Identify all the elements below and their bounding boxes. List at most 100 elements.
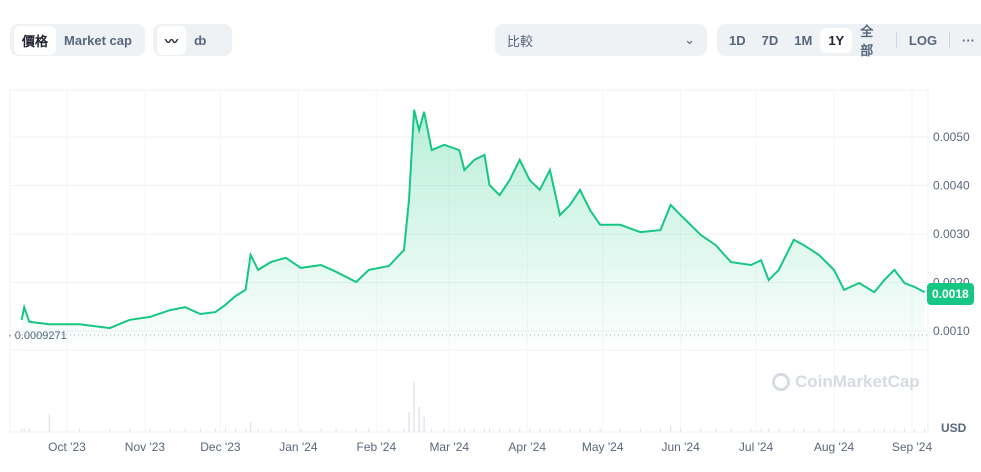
volume-bar bbox=[458, 428, 460, 432]
volume-bar bbox=[21, 428, 23, 432]
chevron-down-icon: ⌄ bbox=[684, 32, 695, 47]
volume-bar bbox=[28, 428, 30, 432]
volume-bar bbox=[715, 428, 717, 432]
y-tick-label: 0.0050 bbox=[933, 130, 970, 144]
x-tick-label: May '24 bbox=[582, 440, 624, 454]
range-1m[interactable]: 1M bbox=[794, 32, 813, 48]
volume-bar bbox=[730, 428, 732, 432]
volume-bar bbox=[843, 428, 845, 432]
volume-bar bbox=[335, 428, 337, 432]
log-button[interactable]: LOG bbox=[908, 32, 938, 48]
volume-bar bbox=[873, 428, 875, 432]
volume-bar bbox=[599, 428, 601, 432]
volume-bar bbox=[669, 426, 672, 432]
price-line bbox=[20, 109, 926, 330]
volume-bar bbox=[368, 428, 370, 432]
x-tick-label: Jul '24 bbox=[739, 440, 774, 454]
volume-bar bbox=[483, 428, 485, 432]
volume-bar bbox=[803, 428, 805, 432]
volume-bar bbox=[418, 407, 420, 432]
volume-bar bbox=[760, 428, 762, 432]
x-tick-label: Dec '23 bbox=[200, 440, 241, 454]
volume-bar bbox=[408, 412, 410, 432]
volume-bar bbox=[320, 428, 322, 432]
x-tick-label: Oct '23 bbox=[48, 440, 86, 454]
chart-style-toggle: 〰 ȸ bbox=[153, 24, 232, 56]
volume-bar bbox=[214, 428, 216, 432]
volume-bar bbox=[579, 428, 581, 432]
volume-bar bbox=[549, 428, 551, 432]
plot-frame bbox=[9, 89, 929, 433]
volume-bar bbox=[893, 428, 895, 432]
volume-bar bbox=[443, 428, 445, 432]
volume-bar bbox=[300, 428, 302, 432]
volume-bar bbox=[257, 428, 259, 432]
volume-bar bbox=[793, 428, 795, 432]
x-tick-label: Aug '24 bbox=[814, 440, 855, 454]
watermark: CoinMarketCap bbox=[772, 372, 920, 392]
volume-bar bbox=[499, 428, 501, 432]
volume-bar bbox=[680, 428, 682, 432]
x-tick-label: Mar '24 bbox=[429, 440, 469, 454]
volume-bar bbox=[700, 428, 702, 432]
current-price-badge: 0.0018 bbox=[927, 283, 974, 305]
range-7d[interactable]: 7D bbox=[761, 32, 779, 48]
volume-bar bbox=[818, 428, 820, 432]
volume-bar bbox=[924, 428, 926, 432]
min-price-label: · 0.0009271 bbox=[8, 330, 67, 342]
volume-bar bbox=[559, 428, 561, 432]
volume-bar bbox=[463, 428, 465, 432]
divider bbox=[949, 32, 951, 48]
volume-bar bbox=[833, 428, 835, 432]
compare-dropdown[interactable]: 比較 ⌄ bbox=[495, 24, 707, 56]
tab-market-cap[interactable]: Market cap bbox=[64, 32, 132, 48]
volume-bar bbox=[750, 428, 752, 432]
volume-bar bbox=[109, 428, 111, 432]
volume-bar bbox=[768, 428, 770, 432]
volume-bar bbox=[569, 428, 571, 432]
volume-bar bbox=[355, 428, 357, 432]
x-tick-label: Sep '24 bbox=[892, 440, 933, 454]
x-tick-label: Apr '24 bbox=[508, 440, 546, 454]
range-1y[interactable]: 1Y bbox=[820, 27, 853, 53]
currency-label: USD bbox=[941, 421, 967, 435]
volume-bar bbox=[778, 428, 780, 432]
volume-bar bbox=[431, 428, 433, 432]
range-1d[interactable]: 1D bbox=[729, 32, 746, 48]
volume-bar bbox=[519, 428, 521, 432]
volume-bar bbox=[529, 428, 531, 432]
volume-bar bbox=[589, 428, 591, 432]
volume-bar bbox=[660, 428, 662, 432]
volume-bar bbox=[224, 428, 226, 432]
volume-bar bbox=[403, 428, 405, 432]
candlestick-icon[interactable]: ȸ bbox=[194, 32, 207, 48]
volume-bar bbox=[423, 417, 425, 432]
volume-bar bbox=[149, 428, 151, 432]
y-tick-label: 0.0010 bbox=[933, 324, 970, 338]
x-tick-label: Jun '24 bbox=[661, 440, 700, 454]
tab-price[interactable]: 價格 bbox=[14, 25, 57, 55]
type-toggle: 價格 Market cap bbox=[10, 24, 145, 56]
price-area bbox=[21, 109, 925, 345]
range-all[interactable]: 全部 bbox=[860, 24, 874, 58]
volume-bar bbox=[903, 428, 905, 432]
volume-bar bbox=[234, 428, 236, 432]
volume-bar bbox=[285, 428, 287, 432]
volume-bar bbox=[23, 428, 25, 432]
volume-bar bbox=[79, 428, 81, 432]
volume-bar bbox=[129, 428, 131, 432]
x-tick-label: Feb '24 bbox=[357, 440, 397, 454]
volume-bar bbox=[619, 428, 621, 432]
more-button[interactable]: ··· bbox=[962, 32, 976, 48]
volume-bar bbox=[473, 428, 475, 432]
coinmarketcap-logo-icon bbox=[772, 373, 790, 391]
range-toggle: 1D 7D 1M 1Y 全部 LOG ··· bbox=[717, 24, 981, 58]
volume-bar bbox=[169, 428, 171, 432]
volume-bar bbox=[413, 382, 415, 432]
divider bbox=[896, 32, 897, 48]
line-chart-icon[interactable]: 〰 bbox=[157, 25, 187, 55]
volume-bar bbox=[199, 428, 201, 432]
compare-label: 比較 bbox=[507, 33, 534, 49]
volume-bar bbox=[184, 428, 186, 432]
